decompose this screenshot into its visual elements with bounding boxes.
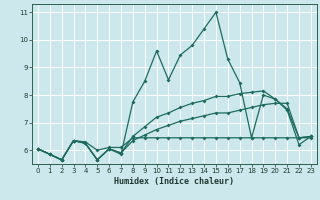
X-axis label: Humidex (Indice chaleur): Humidex (Indice chaleur) — [115, 177, 234, 186]
